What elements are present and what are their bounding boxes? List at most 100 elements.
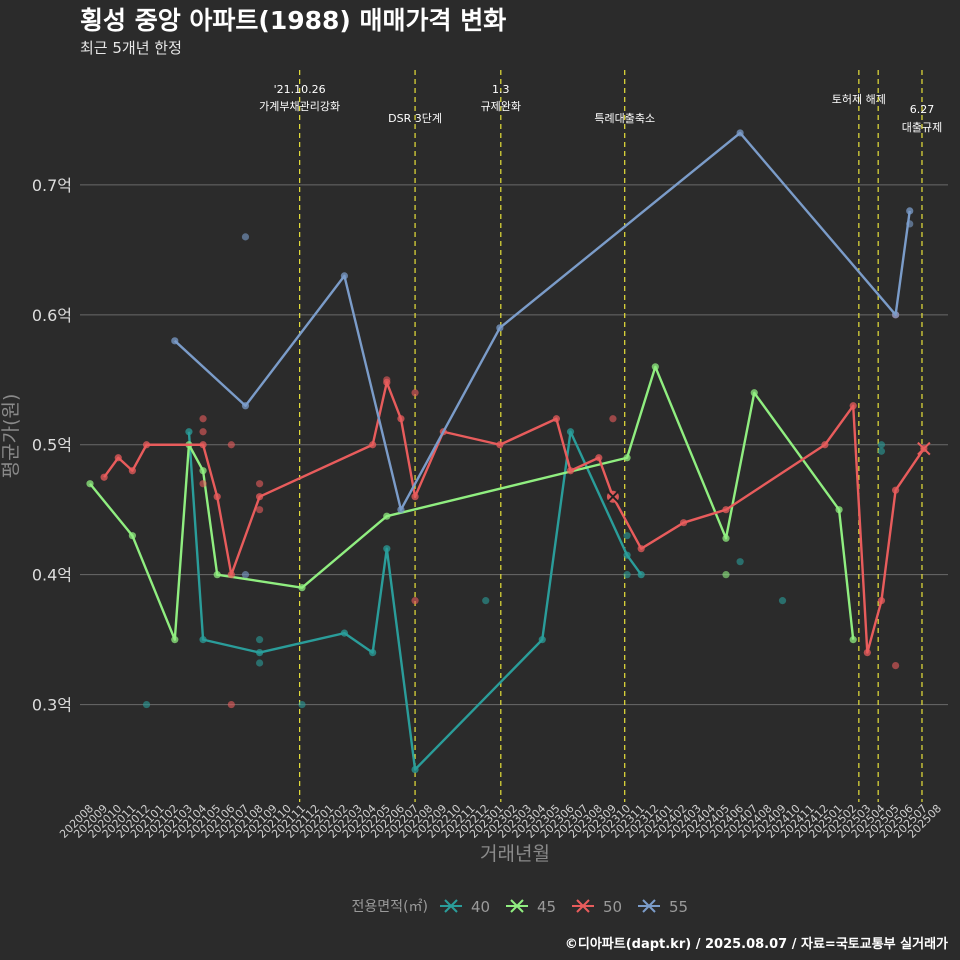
series-45-point xyxy=(651,363,659,371)
series-50-point xyxy=(496,441,504,449)
series-40-point xyxy=(256,636,264,644)
series-45-point xyxy=(849,636,857,644)
event-label: DSR 3단계 xyxy=(388,112,442,125)
legend-item-label: 50 xyxy=(603,898,622,916)
event-label: 가계부채관리강화 xyxy=(259,100,340,113)
series-55-line xyxy=(173,131,911,511)
y-tick-label: 0.7억 xyxy=(32,176,72,195)
series-50-point xyxy=(128,467,136,475)
event-label: 1.3 xyxy=(492,83,510,96)
chart-caption: ©디아파트(dapt.kr) / 2025.08.07 / 자료=국토교통부 실… xyxy=(565,936,948,952)
series-40-point xyxy=(482,597,490,605)
series-45-point xyxy=(171,636,179,644)
legend-item-label: 40 xyxy=(471,898,490,916)
series-layer xyxy=(86,129,931,913)
series-50-point xyxy=(637,545,645,553)
series-45-point xyxy=(383,512,391,520)
axis-layer: 0.3억0.4억0.5억0.6억0.7억20200820200920201020… xyxy=(32,176,944,841)
series-40-point xyxy=(877,447,886,455)
series-50-point xyxy=(411,597,419,605)
series-55-point xyxy=(496,324,504,332)
series-45-point xyxy=(199,467,207,475)
chart-subtitle: 최근 5개년 한정 xyxy=(80,39,182,57)
series-40-point xyxy=(623,571,631,579)
series-45-point xyxy=(213,571,221,579)
series-55-point xyxy=(906,220,914,228)
series-50-point xyxy=(411,389,419,397)
series-50-point xyxy=(397,415,405,423)
y-tick-label: 0.6억 xyxy=(32,306,72,325)
series-40-point xyxy=(877,441,886,449)
series-50-marker xyxy=(917,441,931,456)
series-50-point xyxy=(849,402,857,410)
series-45-point xyxy=(722,534,730,542)
series-50-point xyxy=(227,571,235,579)
series-40-point xyxy=(736,558,744,566)
series-40-point xyxy=(256,659,264,667)
series-55-point xyxy=(906,207,914,215)
series-55-point xyxy=(397,506,405,514)
series-45-point xyxy=(298,584,306,592)
series-50-point xyxy=(552,415,561,423)
series-50-point xyxy=(199,441,207,449)
series-40-point xyxy=(566,428,575,436)
y-tick-label: 0.5억 xyxy=(32,436,72,455)
series-40-point xyxy=(142,700,151,709)
series-45-point xyxy=(835,506,843,514)
series-50-point xyxy=(892,661,900,670)
series-40-point xyxy=(340,629,348,637)
series-40-point xyxy=(623,551,631,559)
series-50-point xyxy=(680,519,688,527)
y-tick-label: 0.4억 xyxy=(32,566,72,585)
series-40-point xyxy=(623,532,631,540)
series-50-line xyxy=(103,381,925,654)
series-50-point xyxy=(383,376,391,384)
series-50-point xyxy=(566,467,575,475)
series-55-point xyxy=(241,233,250,241)
series-50-point xyxy=(199,480,207,488)
series-50-point xyxy=(256,480,264,488)
series-50-point xyxy=(142,441,151,449)
series-50-point xyxy=(595,454,603,462)
y-axis-label: 평균가(원) xyxy=(0,394,22,479)
series-55-point xyxy=(171,337,179,345)
series-40-point xyxy=(256,649,264,657)
legend-title: 전용면적(㎡) xyxy=(352,899,428,915)
event-label: '21.10.26 xyxy=(274,83,326,96)
y-tick-label: 0.3억 xyxy=(32,696,72,715)
series-40-point xyxy=(298,700,306,709)
series-55-point xyxy=(892,311,900,319)
chart-title: 횡성 중앙 아파트(1988) 매매가격 변화 xyxy=(80,6,506,35)
series-50-point xyxy=(256,493,264,501)
series-40-point xyxy=(369,649,377,657)
series-40-point xyxy=(185,428,193,436)
event-label: 6.27 xyxy=(910,103,935,116)
series-50-point xyxy=(227,441,235,449)
legend-item-label: 45 xyxy=(537,898,556,916)
legend-layer: 전용면적(㎡) 40 45 50 55 xyxy=(352,898,689,916)
series-45-point xyxy=(623,454,631,462)
series-50-point xyxy=(213,493,221,501)
series-45-point xyxy=(750,389,758,397)
legend-item-label: 55 xyxy=(669,898,688,916)
grid-layer xyxy=(80,184,948,706)
series-40-point xyxy=(199,636,207,644)
series-50-point xyxy=(892,486,900,494)
event-label: 규제완화 xyxy=(481,100,521,113)
series-50-point xyxy=(256,506,264,514)
series-50-point xyxy=(722,506,730,514)
series-50-point xyxy=(877,597,886,605)
series-40-point xyxy=(778,597,787,605)
series-55-point xyxy=(340,272,348,280)
series-40-point xyxy=(538,636,546,644)
event-label: 토허제 해제 xyxy=(832,92,886,106)
event-label: 특례대출축소 xyxy=(594,112,655,125)
series-55-point xyxy=(736,129,744,137)
series-50-point xyxy=(114,454,122,462)
series-50-point xyxy=(227,700,235,709)
series-50-marker xyxy=(606,490,620,504)
series-40-point xyxy=(383,545,391,553)
series-50-point xyxy=(411,493,419,501)
